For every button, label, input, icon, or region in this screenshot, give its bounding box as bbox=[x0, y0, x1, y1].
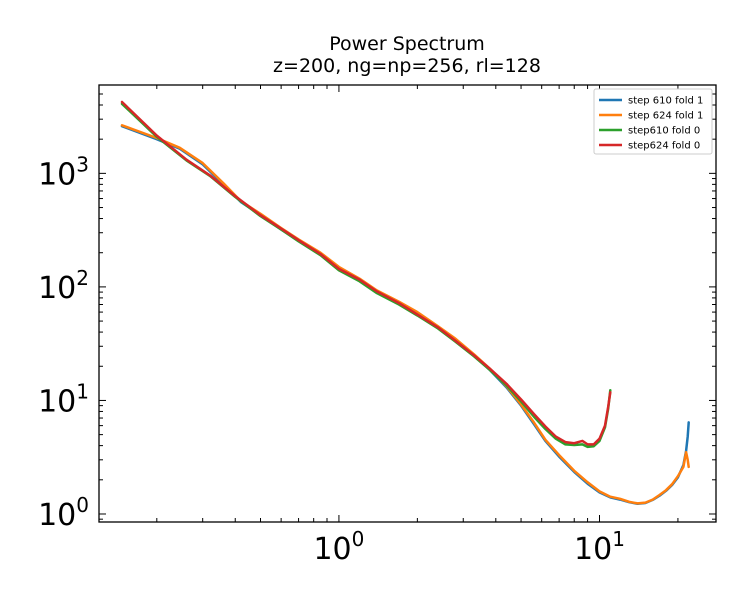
tick-layer bbox=[99, 84, 716, 522]
tick-label-layer: 100 101 100 101 102 103 bbox=[38, 152, 625, 567]
series-line-1 bbox=[120, 124, 690, 506]
series-line-2 bbox=[120, 124, 690, 505]
chart-subtitle: z=200, ng=np=256, rl=128 bbox=[273, 55, 541, 77]
legend-label-2: step 624 fold 1 bbox=[628, 111, 703, 122]
y-tick-label: 100 bbox=[38, 493, 89, 533]
chart-title: Power Spectrum bbox=[329, 33, 485, 55]
legend-label-3: step610 fold 0 bbox=[628, 126, 700, 137]
x-tick-label: 101 bbox=[574, 527, 625, 567]
legend: step 610 fold 1 step 624 fold 1 step610 fo… bbox=[593, 88, 713, 155]
y-tick-label: 102 bbox=[38, 266, 89, 306]
legend-label-1: step 610 fold 1 bbox=[628, 96, 703, 107]
series-layer bbox=[120, 100, 690, 506]
y-tick-label: 103 bbox=[38, 152, 89, 192]
legend-box bbox=[593, 88, 713, 155]
x-tick-label: 100 bbox=[313, 527, 364, 567]
legend-label-4: step624 fold 0 bbox=[628, 141, 700, 152]
plot-frame bbox=[98, 84, 717, 523]
series-line-4 bbox=[120, 100, 612, 446]
y-tick-label: 101 bbox=[38, 379, 89, 419]
series-line-3 bbox=[120, 102, 612, 449]
